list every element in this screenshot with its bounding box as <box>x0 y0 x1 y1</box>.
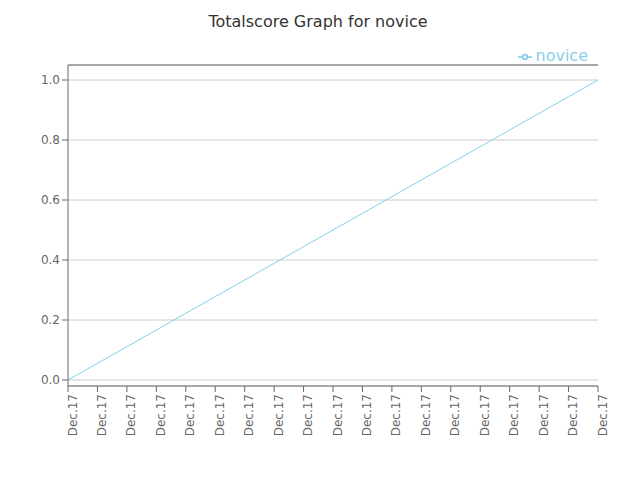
svg-text:0.2: 0.2 <box>41 313 60 327</box>
svg-text:0.4: 0.4 <box>41 253 60 267</box>
svg-text:Dec.17: Dec.17 <box>478 394 492 436</box>
svg-text:Dec.17: Dec.17 <box>183 394 197 436</box>
svg-text:Dec.17: Dec.17 <box>95 394 109 436</box>
html-text:novice: novice <box>535 46 588 65</box>
svg-text:Dec.17: Dec.17 <box>360 394 374 436</box>
svg-text:0.8: 0.8 <box>41 133 60 147</box>
svg-text:Dec.17: Dec.17 <box>213 394 227 436</box>
svg-text:Dec.17: Dec.17 <box>301 394 315 436</box>
svg-text:Dec.17: Dec.17 <box>242 394 256 436</box>
svg-text:Dec.17: Dec.17 <box>154 394 168 436</box>
svg-text:Dec.17: Dec.17 <box>537 394 551 436</box>
svg-text:Dec.17: Dec.17 <box>331 394 345 436</box>
svg-text:0.0: 0.0 <box>41 373 60 387</box>
svg-text:Dec.17: Dec.17 <box>596 394 610 436</box>
svg-text:Dec.17: Dec.17 <box>448 394 462 436</box>
svg-text:Dec.17: Dec.17 <box>272 394 286 436</box>
svg-text:Dec.17: Dec.17 <box>507 394 521 436</box>
svg-text:Dec.17: Dec.17 <box>389 394 403 436</box>
svg-text:Dec.17: Dec.17 <box>66 394 80 436</box>
svg-text:1.0: 1.0 <box>41 73 60 87</box>
html-text:Totalscore Graph for novice: Totalscore Graph for novice <box>208 12 428 31</box>
svg-text:0.6: 0.6 <box>41 193 60 207</box>
svg-text:Dec.17: Dec.17 <box>566 394 580 436</box>
svg-text:Dec.17: Dec.17 <box>124 394 138 436</box>
svg-text:Dec.17: Dec.17 <box>419 394 433 436</box>
